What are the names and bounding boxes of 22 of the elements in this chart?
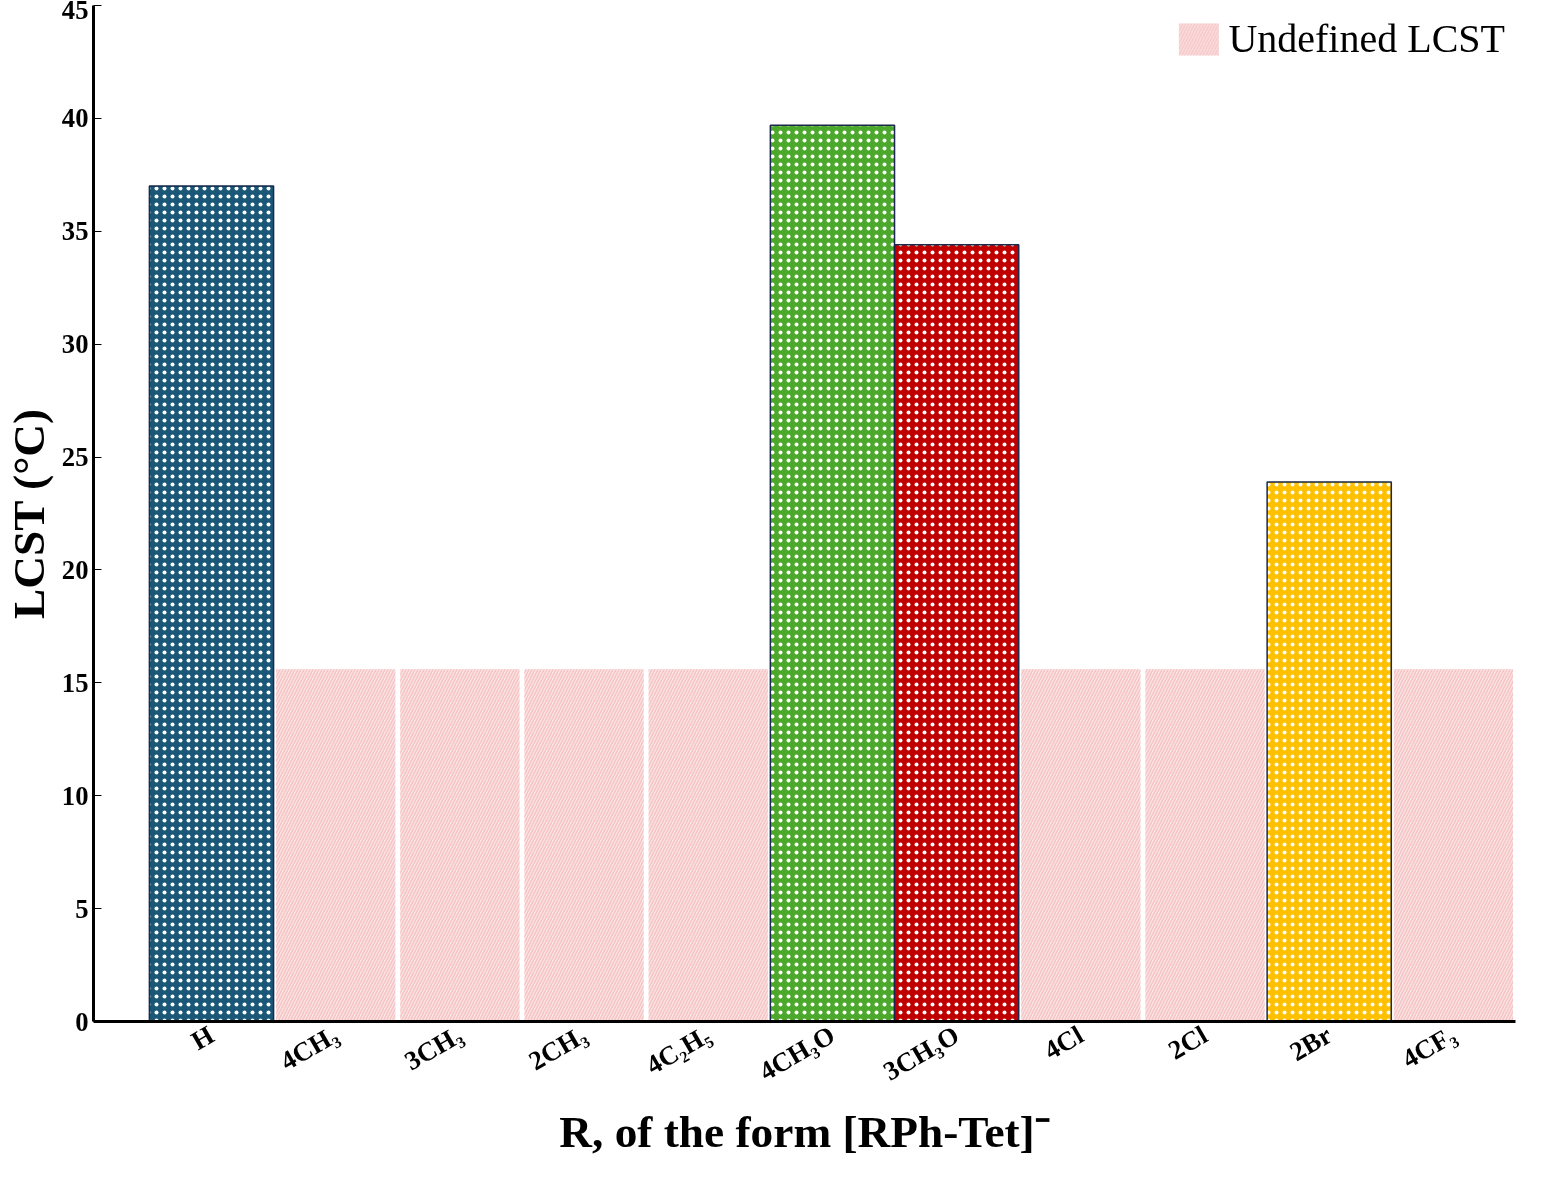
y-tick-label: 0 bbox=[75, 1006, 89, 1037]
y-tick-label: 40 bbox=[61, 103, 89, 134]
x-axis-title: R, of the form [RPh-Tet]⁻ bbox=[559, 1107, 1050, 1158]
x-tick-label: H bbox=[186, 1019, 220, 1056]
y-axis-title: LCST (°C) bbox=[3, 408, 54, 619]
x-tick-label: 2Cl bbox=[1162, 1019, 1213, 1066]
y-tick-label: 35 bbox=[61, 216, 89, 247]
y-tick-label: 30 bbox=[61, 329, 89, 360]
x-tick-label: 2Br bbox=[1284, 1019, 1337, 1067]
y-tick-label: 15 bbox=[61, 667, 89, 698]
y-tick-label: 25 bbox=[61, 442, 89, 473]
y-tick-label: 5 bbox=[75, 893, 89, 924]
x-tick-label: 4CF₃ bbox=[1396, 1019, 1461, 1074]
x-tick-label: 4Cl bbox=[1038, 1019, 1089, 1066]
x-tick-label: 2CH₃ bbox=[523, 1019, 592, 1077]
x-tick-label: 4CH₃ bbox=[275, 1019, 344, 1077]
legend-label: Undefined LCST bbox=[1228, 15, 1505, 62]
y-tick-label: 10 bbox=[61, 780, 89, 811]
y-tick-label: 45 bbox=[61, 0, 89, 25]
y-tick-label: 20 bbox=[61, 554, 89, 585]
x-tick-label: 4C₂H₅ bbox=[640, 1019, 716, 1081]
x-tick-label: 3CH₃ bbox=[399, 1019, 468, 1077]
